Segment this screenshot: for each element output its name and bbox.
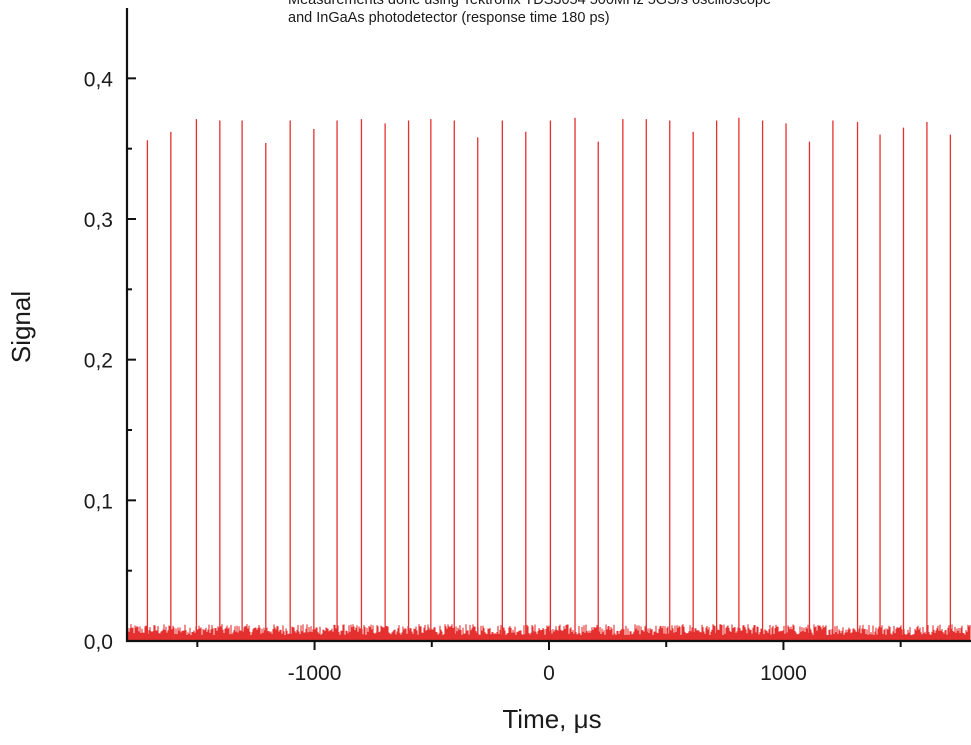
x-tick-label: 0: [543, 662, 555, 685]
y-tick-label: 0,3: [84, 209, 113, 232]
y-tick-label: 0,2: [84, 350, 113, 373]
baseline-noise: [127, 624, 971, 641]
x-tick-label: 1000: [760, 662, 807, 685]
annotation-line-1: Measurements done using Tektronix TDS305…: [288, 0, 771, 8]
y-tick-label: 0,4: [84, 68, 114, 91]
plot-area: [127, 117, 971, 641]
y-tick-label: 0,1: [84, 490, 113, 513]
y-axis-title: Signal: [6, 291, 36, 363]
x-axis-title: Time, μs: [502, 704, 601, 734]
annotation-line-2: and InGaAs photodetector (response time …: [288, 10, 610, 26]
x-axis-ticks: -1000 0 1000: [196, 641, 902, 685]
y-tick-label: 0,0: [84, 631, 113, 654]
x-tick-label: -1000: [288, 662, 342, 685]
pulse-series: [146, 117, 952, 641]
y-axis-ticks: 0,0 0,1 0,2 0,3 0,4: [84, 68, 136, 654]
